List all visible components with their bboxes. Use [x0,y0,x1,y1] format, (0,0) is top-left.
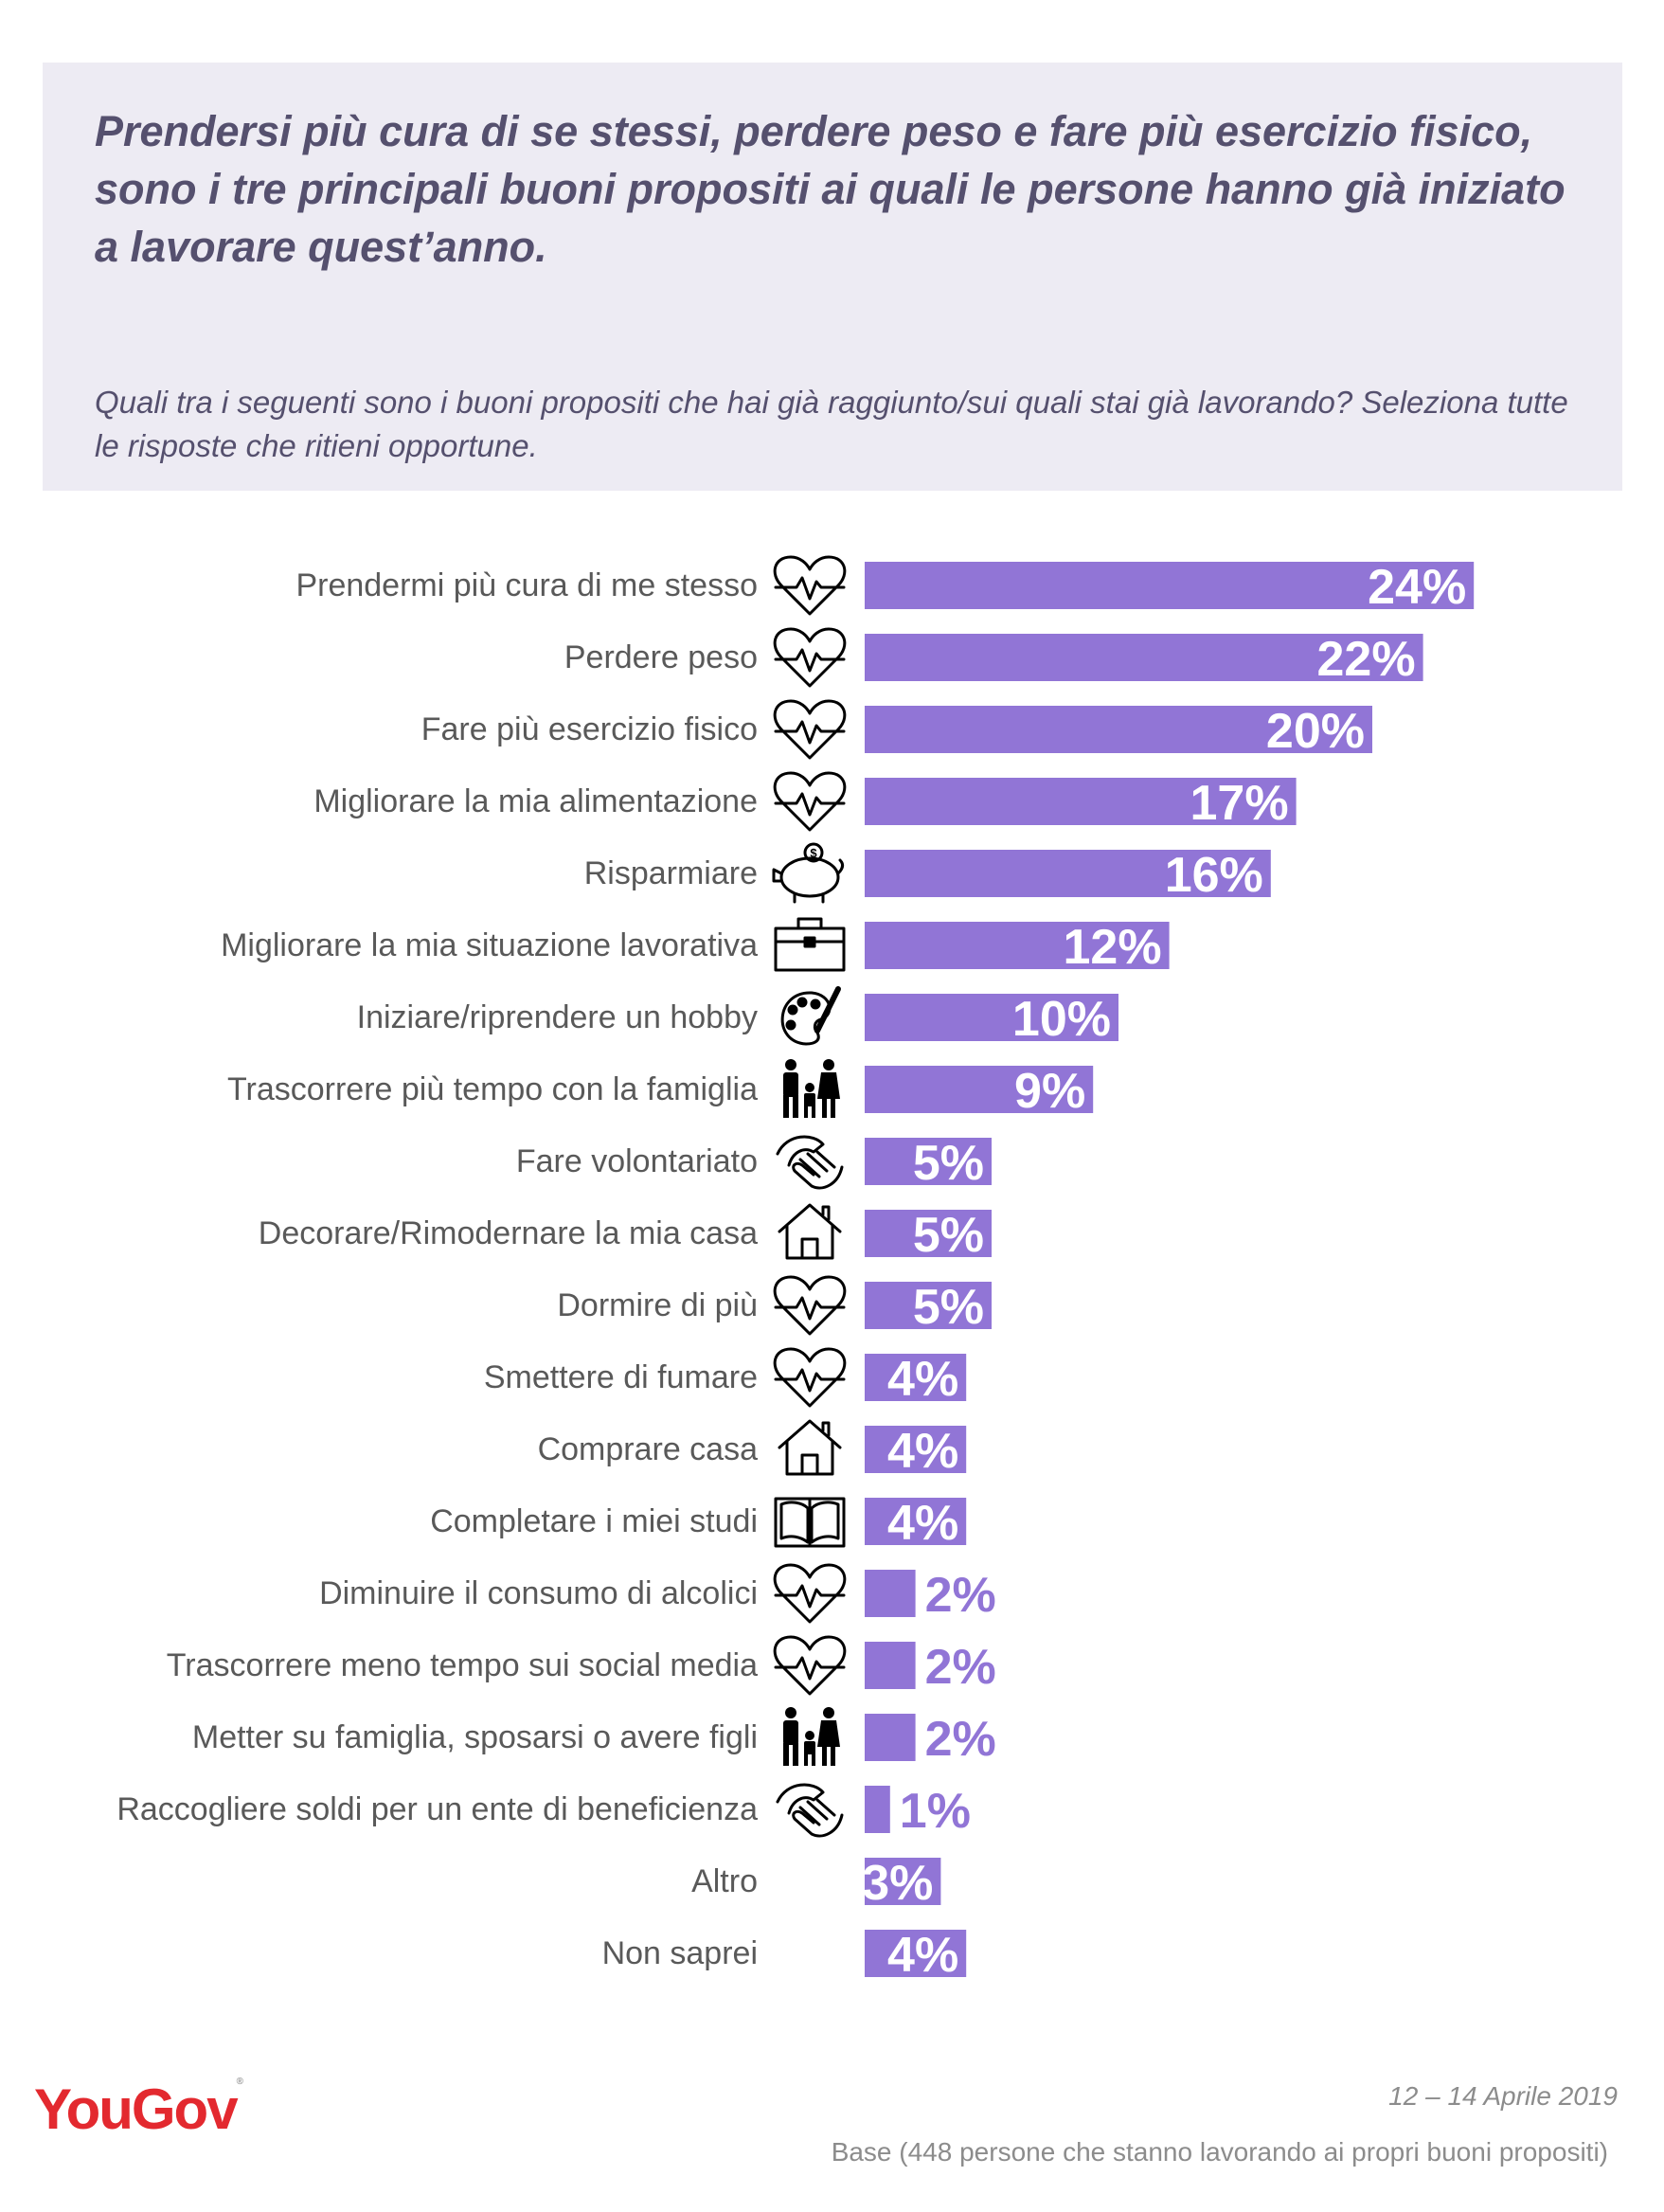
category-label: Trascorrere meno tempo sui social media [167,1647,758,1683]
category-label: Migliorare la mia alimentazione [313,783,758,819]
bar [865,1354,967,1401]
svg-text:$: $ [810,846,817,860]
palette-icon [780,986,841,1046]
category-label: Diminuire il consumo di alcolici [319,1575,758,1611]
value-label: 2% [925,1712,996,1767]
category-label: Raccogliere soldi per un ente di benefic… [116,1791,758,1827]
category-label: Perdere peso [564,639,758,675]
category-label: Non saprei [602,1935,758,1971]
value-label: 10% [1012,992,1111,1047]
sample-base-note: Base (448 persone che stanno lavorando a… [831,2137,1608,2167]
header-panel [43,63,1622,491]
value-label: 22% [1317,632,1416,687]
value-label: 3% [862,1856,933,1911]
briefcase-icon [774,917,846,972]
heart-pulse-icon [773,555,847,616]
value-label: 4% [887,1496,958,1551]
category-label: Trascorrere più tempo con la famiglia [227,1071,758,1107]
value-label: 16% [1165,848,1263,903]
bar [865,1570,916,1617]
bar [865,562,1475,609]
headline: Prendersi più cura di se stessi, perdere… [95,107,1566,271]
category-label: Fare volontariato [516,1143,758,1179]
bar [865,1714,916,1761]
helping-hands-icon [776,1135,844,1190]
helping-hands-icon [776,1783,844,1838]
bar [865,1426,967,1473]
value-label: 4% [887,1424,958,1479]
heart-pulse-icon [773,627,847,688]
heart-pulse-icon [773,1275,847,1336]
value-label: 24% [1368,560,1466,615]
value-label: 17% [1190,776,1289,831]
bar [865,1642,916,1689]
survey-date: 12 – 14 Aprile 2019 [1388,2081,1618,2111]
value-label: 5% [913,1280,984,1335]
house-icon [778,1203,842,1260]
heart-pulse-icon [773,1347,847,1408]
family-icon [783,1707,840,1766]
bar [865,1858,941,1905]
bar [865,994,1118,1041]
bar [865,778,1297,825]
category-label: Comprare casa [538,1431,759,1467]
category-label: Metter su famiglia, sposarsi o avere fig… [192,1719,758,1755]
yougov-logo: YouGov® [34,2077,243,2141]
value-label: 2% [925,1640,996,1695]
heart-pulse-icon [773,1635,847,1696]
bar [865,922,1170,969]
category-label: Prendermi più cura di me stesso [295,567,758,603]
category-label: Fare più esercizio fisico [421,711,758,747]
value-label: 4% [887,1928,958,1983]
value-label: 12% [1064,920,1162,975]
survey-question: Quali tra i seguenti sono i buoni propos… [95,385,1568,463]
category-label: Decorare/Rimodernare la mia casa [259,1215,758,1251]
heart-pulse-icon [773,1563,847,1624]
category-label: Completare i miei studi [430,1503,758,1539]
bar [865,1498,967,1545]
bar [865,634,1423,681]
family-icon [783,1059,840,1118]
value-label: 4% [887,1352,958,1407]
heart-pulse-icon [773,771,847,832]
bar [865,850,1271,897]
value-label: 1% [900,1784,971,1839]
value-label: 2% [925,1568,996,1623]
category-label: Dormire di più [557,1287,758,1323]
piggy-bank-icon: $ [772,842,845,904]
bar [865,706,1372,753]
bar [865,1930,967,1977]
category-label: Iniziare/riprendere un hobby [357,999,758,1035]
house-icon [778,1419,842,1476]
category-label: Smettere di fumare [484,1359,758,1395]
bar [865,1138,992,1185]
heart-pulse-icon [773,699,847,760]
value-label: 20% [1266,704,1365,759]
value-label: 5% [913,1208,984,1263]
bar [865,1066,1094,1113]
value-label: 9% [1014,1064,1085,1119]
bar [865,1282,992,1329]
value-label: 5% [913,1136,984,1191]
bar [865,1210,992,1257]
category-label: Migliorare la mia situazione lavorativa [221,927,758,963]
bar [865,1786,890,1833]
book-icon [774,1497,846,1548]
category-label: Altro [691,1863,758,1899]
category-label: Risparmiare [584,855,758,891]
